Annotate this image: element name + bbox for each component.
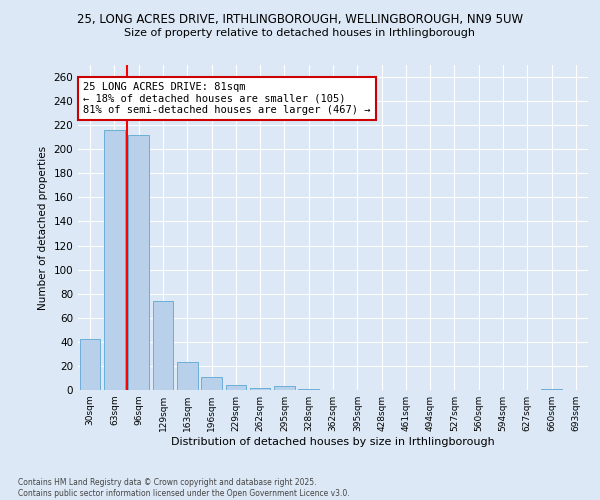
Text: 25 LONG ACRES DRIVE: 81sqm
← 18% of detached houses are smaller (105)
81% of sem: 25 LONG ACRES DRIVE: 81sqm ← 18% of deta…	[83, 82, 370, 115]
Text: Size of property relative to detached houses in Irthlingborough: Size of property relative to detached ho…	[125, 28, 476, 38]
Y-axis label: Number of detached properties: Number of detached properties	[38, 146, 48, 310]
Text: Contains HM Land Registry data © Crown copyright and database right 2025.
Contai: Contains HM Land Registry data © Crown c…	[18, 478, 350, 498]
Text: 25, LONG ACRES DRIVE, IRTHLINGBOROUGH, WELLINGBOROUGH, NN9 5UW: 25, LONG ACRES DRIVE, IRTHLINGBOROUGH, W…	[77, 12, 523, 26]
Bar	[152, 301, 173, 390]
Bar	[541, 389, 562, 390]
Bar	[298, 389, 319, 390]
Bar	[177, 362, 197, 390]
Bar	[104, 130, 125, 390]
X-axis label: Distribution of detached houses by size in Irthlingborough: Distribution of detached houses by size …	[171, 437, 495, 447]
Bar	[250, 388, 271, 390]
Bar	[128, 135, 149, 390]
Bar	[274, 386, 295, 390]
Bar	[80, 340, 100, 390]
Bar	[226, 385, 246, 390]
Bar	[201, 377, 222, 390]
